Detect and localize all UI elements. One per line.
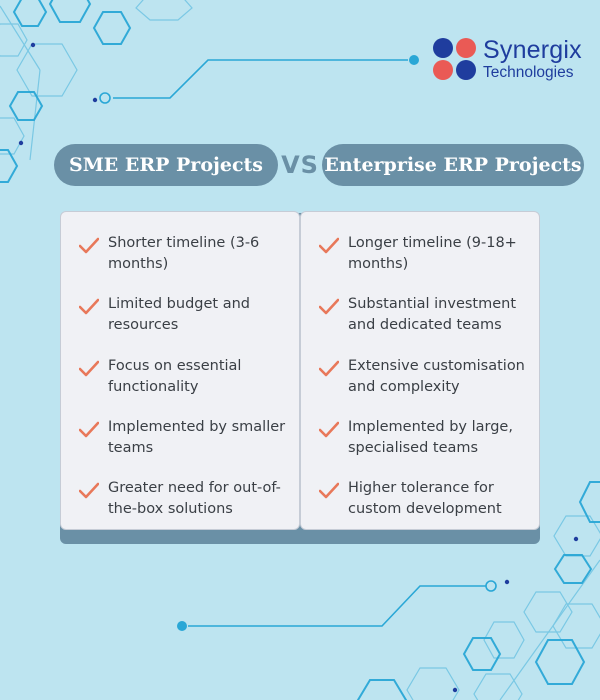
list-item: Limited budget and resources — [61, 294, 301, 344]
list-item: Substantial investment and dedicated tea… — [301, 294, 541, 344]
logo-mark-icon — [433, 38, 477, 82]
brand-name: Synergix — [483, 36, 582, 64]
hexagon-icon — [48, 0, 92, 23]
list-item-text: Higher tolerance for custom development — [348, 480, 502, 517]
list-item-text: Substantial investment and dedicated tea… — [348, 296, 517, 333]
check-icon — [79, 360, 99, 377]
list-item: Shorter timeline (3-6 months) — [61, 233, 301, 283]
hexagon-icon — [552, 603, 600, 649]
hexagon-icon — [553, 554, 593, 584]
enterprise-heading: Enterprise ERP Projects — [322, 144, 584, 186]
hexagon-icon — [473, 673, 523, 700]
hexagon-icon — [8, 91, 44, 121]
circuit-dot — [30, 42, 36, 48]
circuit-dot — [573, 536, 579, 542]
list-item: Higher tolerance for custom development — [301, 478, 541, 528]
circuit-node — [177, 621, 187, 631]
check-icon — [319, 421, 339, 438]
circuit-dot — [18, 140, 24, 146]
list-item-text: Implemented by large, specialised teams — [348, 419, 513, 456]
hexagon-icon — [406, 667, 460, 700]
hexagon-icon — [12, 0, 48, 27]
hexagon-icon — [0, 117, 25, 155]
list-item: Greater need for out-of-the-box solution… — [61, 478, 301, 528]
vs-label: VS — [281, 151, 319, 179]
list-item-text: Greater need for out-of-the-box solution… — [108, 480, 281, 517]
hexagon-icon — [483, 621, 525, 659]
sme-card: Shorter timeline (3-6 months) Limited bu… — [60, 211, 300, 530]
check-icon — [79, 482, 99, 499]
hexagon-icon — [135, 0, 193, 21]
list-item-text: Focus on essential functionality — [108, 358, 242, 395]
check-icon — [319, 237, 339, 254]
list-item: Extensive customisation and complexity — [301, 356, 541, 406]
hexagon-icon — [553, 515, 600, 557]
hexagon-icon — [523, 591, 573, 633]
circuit-dot — [504, 579, 510, 585]
circuit-node — [485, 580, 497, 592]
list-item-text: Implemented by smaller teams — [108, 419, 286, 456]
circuit-dot — [452, 687, 458, 693]
hexagon-icon — [0, 23, 28, 57]
hexagon-icon — [16, 43, 78, 97]
check-icon — [319, 360, 339, 377]
list-item: Implemented by smaller teams — [61, 417, 301, 467]
hexagon-icon — [92, 11, 132, 45]
circuit-dot — [92, 97, 98, 103]
brand-subtitle: Technologies — [483, 64, 574, 81]
sme-heading: SME ERP Projects — [54, 144, 278, 186]
hexagon-icon — [356, 679, 408, 700]
list-item-text: Limited budget and resources — [108, 296, 250, 333]
check-icon — [79, 237, 99, 254]
list-item-text: Extensive customisation and complexity — [348, 358, 525, 395]
circuit-line — [188, 585, 486, 627]
list-item-text: Longer timeline (9-18+ months) — [348, 235, 517, 272]
check-icon — [319, 482, 339, 499]
check-icon — [319, 298, 339, 315]
list-item: Implemented by large, specialised teams — [301, 417, 541, 467]
circuit-line — [113, 59, 408, 99]
check-icon — [79, 421, 99, 438]
hexagon-icon — [0, 149, 19, 183]
check-icon — [79, 298, 99, 315]
circuit-node — [409, 55, 419, 65]
list-item-text: Shorter timeline (3-6 months) — [108, 235, 260, 272]
hexagon-icon — [462, 637, 502, 671]
circuit-node — [99, 92, 111, 104]
enterprise-card: Longer timeline (9-18+ months) Substanti… — [300, 211, 540, 530]
hexagon-icon — [534, 639, 586, 685]
list-item: Longer timeline (9-18+ months) — [301, 233, 541, 283]
hexagon-icon — [578, 481, 600, 523]
list-item: Focus on essential functionality — [61, 356, 301, 406]
